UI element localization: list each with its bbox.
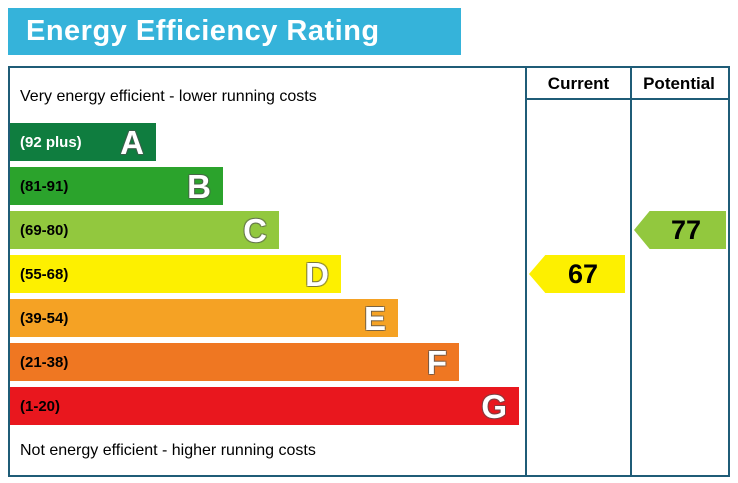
potential-rating-arrow: 77 xyxy=(634,211,726,249)
band-letter-e: E xyxy=(363,299,386,337)
band-row-e: (39-54) E xyxy=(10,299,525,337)
band-row-f: (21-38) F xyxy=(10,343,525,381)
band-range-a: (92 plus) xyxy=(20,133,82,151)
rating-bands: (92 plus) A (81-91) B (69-80) C xyxy=(10,123,525,431)
current-column-header: Current xyxy=(547,74,610,93)
band-range-d: (55-68) xyxy=(20,265,69,283)
band-bar-g: (1-20) G xyxy=(10,387,519,425)
band-letter-c: C xyxy=(243,211,267,249)
bottom-note: Not energy efficient - higher running co… xyxy=(20,442,316,459)
top-note: Very energy efficient - lower running co… xyxy=(20,88,317,105)
band-row-b: (81-91) B xyxy=(10,167,525,205)
band-range-g: (1-20) xyxy=(20,397,61,415)
band-letter-f: F xyxy=(426,343,447,381)
band-bar-a: (92 plus) A xyxy=(10,123,156,161)
band-letter-a: A xyxy=(120,123,144,161)
band-row-a: (92 plus) A xyxy=(10,123,525,161)
chart-title: Energy Efficiency Rating xyxy=(26,15,380,47)
band-range-f: (21-38) xyxy=(20,353,69,371)
current-column-divider xyxy=(525,68,527,475)
chart-area: Current Potential Very energy efficient … xyxy=(10,68,728,475)
band-row-g: (1-20) G xyxy=(10,387,525,425)
potential-rating-value: 77 xyxy=(670,214,702,245)
band-range-e: (39-54) xyxy=(20,309,69,327)
band-bar-c: (69-80) C xyxy=(10,211,279,249)
band-letter-b: B xyxy=(187,167,211,205)
band-letter-g: G xyxy=(481,387,507,425)
band-bar-d: (55-68) D xyxy=(10,255,341,293)
band-bar-f: (21-38) F xyxy=(10,343,459,381)
potential-column-header: Potential xyxy=(643,74,715,93)
band-range-c: (69-80) xyxy=(20,221,69,239)
potential-column-divider xyxy=(630,68,632,475)
band-row-c: (69-80) C xyxy=(10,211,525,249)
band-range-b: (81-91) xyxy=(20,177,69,195)
column-header-underline xyxy=(525,98,728,100)
current-rating-arrow: 67 xyxy=(529,255,625,293)
band-letter-d: D xyxy=(305,255,329,293)
chart-title-bar: Energy Efficiency Rating xyxy=(8,8,461,55)
current-rating-value: 67 xyxy=(567,258,599,289)
band-row-d: (55-68) D xyxy=(10,255,525,293)
band-bar-b: (81-91) B xyxy=(10,167,223,205)
rating-chart: Current Potential Very energy efficient … xyxy=(8,66,730,477)
band-bar-e: (39-54) E xyxy=(10,299,398,337)
